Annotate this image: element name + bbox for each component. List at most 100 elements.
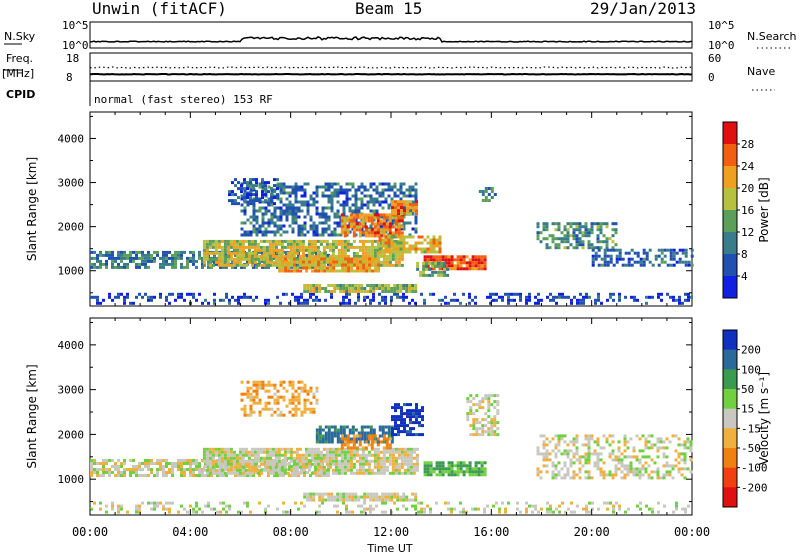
data-cell bbox=[358, 248, 362, 252]
data-cell bbox=[336, 434, 340, 438]
data-cell bbox=[214, 248, 218, 252]
data-cell bbox=[282, 191, 286, 195]
data-cell bbox=[348, 431, 352, 435]
data-cell bbox=[360, 200, 364, 204]
data-cell bbox=[258, 259, 261, 263]
data-cell bbox=[394, 263, 398, 267]
data-cell bbox=[294, 398, 298, 402]
data-cell bbox=[373, 260, 377, 264]
data-cell bbox=[213, 259, 216, 263]
data-cell bbox=[576, 298, 579, 302]
data-cell bbox=[252, 265, 255, 269]
data-cell bbox=[226, 450, 230, 454]
data-cell bbox=[599, 222, 603, 226]
data-cell bbox=[472, 412, 476, 416]
data-cell bbox=[318, 298, 321, 302]
data-cell bbox=[211, 465, 215, 469]
data-cell bbox=[385, 216, 389, 220]
data-cell bbox=[345, 425, 349, 429]
data-cell bbox=[650, 443, 654, 447]
data-cell bbox=[259, 447, 263, 451]
data-cell bbox=[342, 428, 346, 432]
data-cell bbox=[177, 459, 180, 462]
data-cell bbox=[261, 224, 265, 228]
data-cell bbox=[252, 215, 256, 219]
data-cell bbox=[593, 222, 597, 226]
data-cell bbox=[346, 456, 350, 460]
data-cell bbox=[297, 401, 301, 405]
data-cell bbox=[147, 474, 150, 477]
data-cell bbox=[626, 455, 630, 459]
data-cell bbox=[414, 194, 418, 198]
data-cell bbox=[411, 200, 415, 204]
data-cell bbox=[291, 413, 295, 417]
data-cell bbox=[608, 473, 612, 477]
data-cell bbox=[205, 251, 209, 255]
data-cell bbox=[399, 495, 403, 499]
data-cell bbox=[659, 437, 663, 441]
data-cell bbox=[495, 298, 498, 302]
data-cell bbox=[440, 270, 444, 274]
data-cell bbox=[409, 403, 412, 407]
data-cell bbox=[384, 250, 388, 254]
data-cell bbox=[270, 212, 274, 216]
data-cell bbox=[204, 504, 207, 508]
data-cell bbox=[415, 412, 418, 416]
data-cell bbox=[333, 287, 337, 290]
data-cell bbox=[262, 251, 266, 255]
data-cell bbox=[222, 507, 225, 511]
data-cell bbox=[99, 501, 102, 505]
data-cell bbox=[629, 455, 633, 459]
data-cell bbox=[307, 450, 311, 454]
data-cell bbox=[333, 431, 337, 435]
data-cell bbox=[255, 209, 259, 213]
data-cell bbox=[493, 415, 497, 419]
data-cell bbox=[400, 254, 404, 258]
data-cell bbox=[273, 392, 277, 396]
data-cell bbox=[126, 295, 129, 299]
data-cell bbox=[408, 301, 411, 305]
data-cell bbox=[337, 239, 341, 243]
data-cell bbox=[361, 213, 365, 217]
data-cell bbox=[300, 380, 304, 384]
data-cell bbox=[318, 428, 322, 432]
data-cell bbox=[469, 412, 473, 416]
data-cell bbox=[603, 251, 607, 255]
data-cell bbox=[201, 265, 204, 269]
data-cell bbox=[303, 284, 307, 287]
data-cell bbox=[90, 471, 93, 474]
data-cell bbox=[183, 468, 186, 471]
data-cell bbox=[397, 447, 401, 451]
data-cell bbox=[390, 197, 394, 201]
data-cell bbox=[362, 269, 366, 273]
data-cell bbox=[416, 267, 420, 271]
data-cell bbox=[402, 235, 406, 239]
data-cell bbox=[358, 213, 362, 217]
data-cell bbox=[414, 247, 418, 251]
data-cell bbox=[474, 295, 477, 299]
data-cell bbox=[300, 209, 304, 213]
data-cell bbox=[548, 458, 552, 462]
data-cell bbox=[417, 241, 421, 245]
data-cell bbox=[268, 471, 272, 475]
data-cell bbox=[578, 240, 582, 244]
data-cell bbox=[323, 269, 327, 273]
data-cell bbox=[312, 290, 316, 293]
data-cell bbox=[638, 476, 642, 480]
data-cell bbox=[255, 386, 259, 390]
data-cell bbox=[429, 292, 432, 296]
data-cell bbox=[171, 474, 174, 477]
data-cell bbox=[421, 406, 424, 410]
data-cell bbox=[584, 231, 588, 235]
data-cell bbox=[496, 433, 500, 437]
data-cell bbox=[331, 459, 335, 463]
data-cell bbox=[247, 450, 251, 454]
data-cell bbox=[373, 456, 377, 460]
data-cell bbox=[387, 250, 391, 254]
data-cell bbox=[231, 259, 234, 263]
data-cell bbox=[572, 452, 576, 456]
data-cell bbox=[344, 266, 348, 270]
data-cell bbox=[584, 225, 588, 229]
data-cell bbox=[397, 427, 400, 431]
data-cell bbox=[282, 380, 286, 384]
